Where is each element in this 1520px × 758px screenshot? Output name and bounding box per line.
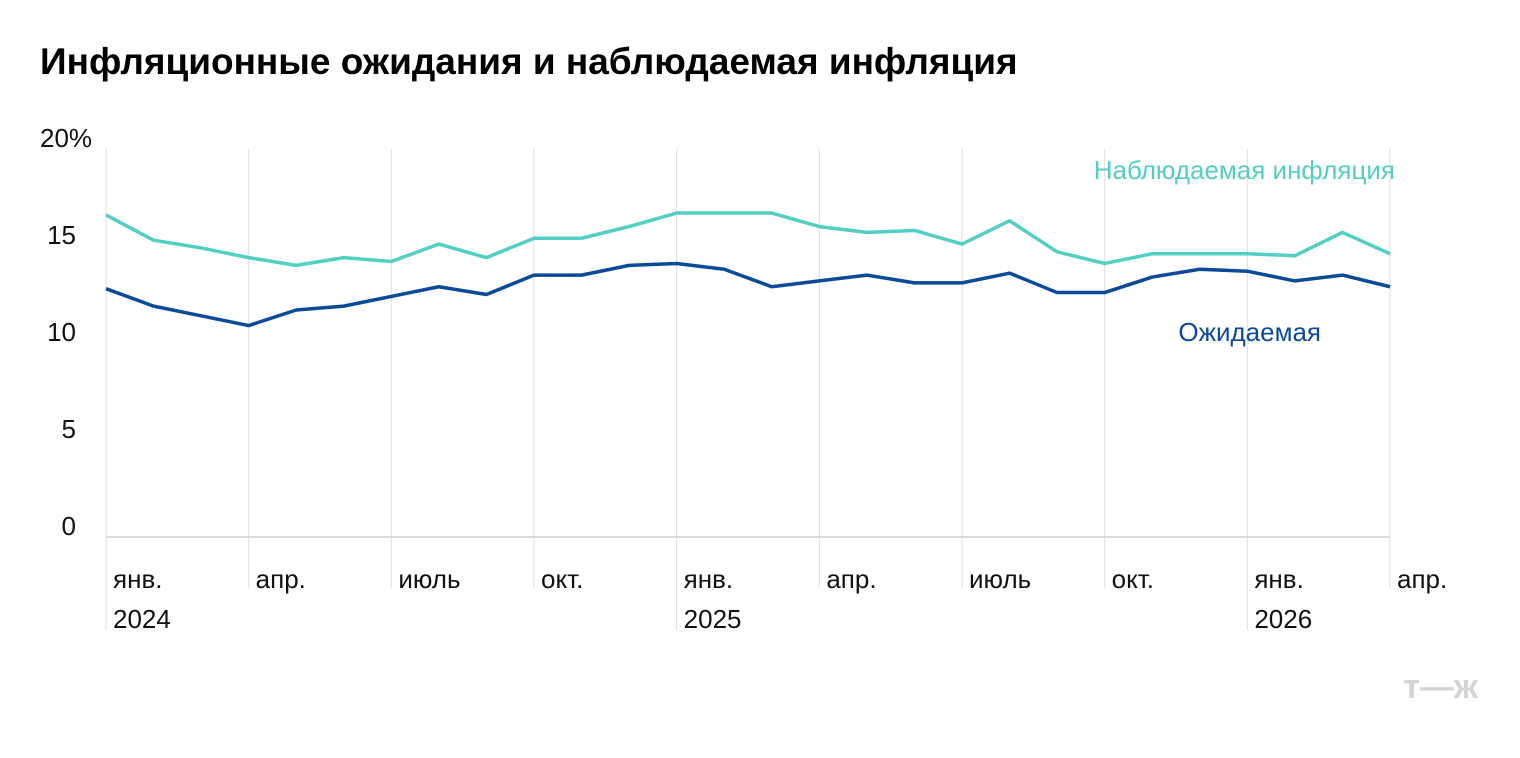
x-tick-label: окт. (1111, 564, 1155, 594)
x-tick-label: янв. 2024 (113, 564, 171, 634)
series-label: Ожидаемая (1178, 317, 1321, 347)
y-tick-label: 5 (62, 414, 76, 444)
x-tick-label: апр. (255, 564, 306, 594)
x-tick-label: апр. (826, 564, 877, 594)
x-tick-label: окт. (541, 564, 584, 594)
x-tick-label: янв. 2026 (1254, 564, 1313, 634)
x-tick-label: апр. (1397, 564, 1448, 594)
series-line (105, 261, 1391, 328)
series-label: Наблюдаемая инфляция (1094, 155, 1395, 185)
chart-title: Инфляционные ожидания и наблюдаемая инфл… (40, 41, 1018, 82)
x-tick-label: янв. 2025 (683, 564, 742, 634)
y-tick-label: 15 (47, 220, 76, 250)
y-tick-label: 0 (62, 511, 76, 541)
series-line (105, 211, 1391, 268)
logo: т—ж (1403, 668, 1479, 706)
y-tick-label: 20% (40, 123, 92, 153)
x-tick-label: июль (398, 564, 461, 594)
y-tick-label: 10 (47, 317, 76, 347)
x-tick-label: июль (969, 564, 1032, 594)
